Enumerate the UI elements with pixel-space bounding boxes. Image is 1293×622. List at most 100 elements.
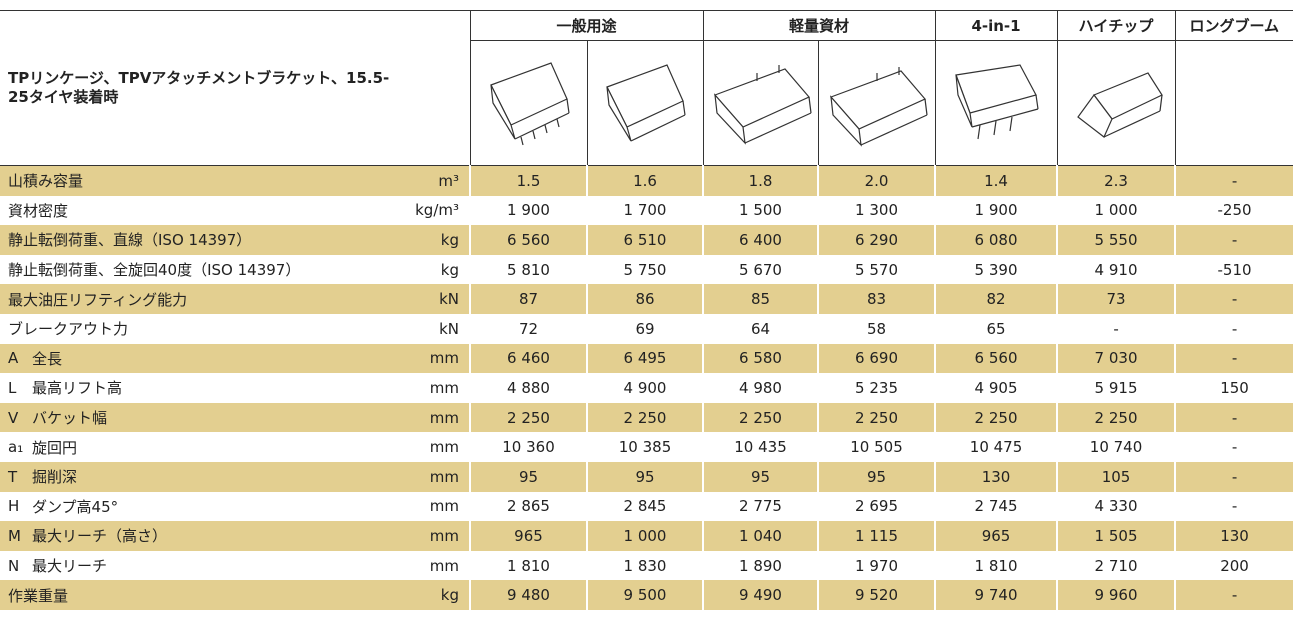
row-unit: mm [429,556,459,575]
bucket-tooth [1009,116,1013,132]
value-cell: 6 495 [585,343,704,374]
value-cell: 73 [1056,284,1176,314]
row-unit: kg/m³ [415,201,459,220]
value-cell: 2 250 [702,402,819,433]
bucket-image [489,62,570,146]
value-cell: 1 000 [585,521,704,551]
value-cell: 2 250 [934,402,1058,433]
value-cell: 5 390 [934,254,1058,285]
value-cell: 1 300 [817,195,936,226]
value-cell: 82 [934,284,1058,314]
value-cell: 2.3 [1056,165,1176,196]
row-unit: mm [429,497,459,516]
value-cell: 2.0 [817,165,936,196]
value-cell: 6 560 [934,343,1058,374]
data-row: H ダンプ高45° mm 2 865 2 845 2 775 2 695 2 745 4 330… [0,491,1293,522]
value-cell: 72 [469,313,587,344]
value-cell: 150 [1174,373,1293,403]
value-cell: 95 [469,461,587,492]
data-row: 最大油圧リフティング能力 kN 87 86 85 83 82 73- [0,284,1293,314]
data-row: N 最大リーチ mm 1 810 1 830 1 890 1 970 1 810 2 710 20… [0,550,1293,581]
value-cell: 4 330 [1056,491,1176,522]
value-cell: 130 [934,461,1058,492]
row-code: T [0,461,32,492]
value-cell: 4 900 [585,373,704,403]
value-cell: 5 670 [702,254,819,285]
value-cell: 5 810 [469,254,587,285]
group-header: 4-in-1 [934,10,1058,41]
value-cell: 1 900 [934,195,1058,226]
row-unit: mm [390,521,470,551]
spec-table: TPリンケージ、TPVアタッチメントブラケット、15.5-25タイヤ装着時 一般… [0,10,1293,610]
value-cell: 87 [469,284,587,314]
bucket-edge [923,98,928,116]
row-label: 全長 [32,343,390,374]
value-cell: 5 750 [585,254,704,285]
value-cell: 9 490 [702,580,819,610]
value-cell: 965 [469,521,587,551]
value-cell: 58 [817,313,936,344]
value-cell: 2 845 [585,491,704,522]
bucket-image [955,64,1039,140]
value-cell: 1 115 [817,521,936,551]
image-cell [934,40,1058,166]
row-label: 資材密度 [8,201,69,220]
image-cell [702,40,819,166]
value-cell: 1.8 [702,165,819,196]
value-cell: 5 550 [1056,225,1176,255]
bucket-tooth [543,124,548,134]
bucket-image [606,64,686,142]
value-cell: 95 [817,461,936,492]
row-code: M [0,521,32,551]
row-label: 静止転倒荷重、全旋回40度（ISO 14397） [8,261,301,280]
row-code: H [8,497,20,516]
value-cell: 9 500 [585,580,704,610]
value-cell: 2 695 [817,491,936,522]
data-row: 静止転倒荷重、全旋回40度（ISO 14397） kg 5 810 5 750 5 67… [0,254,1293,285]
row-unit: mm [390,402,470,433]
value-cell: 86 [585,284,704,314]
value-cell: 1 000 [1056,195,1176,226]
value-cell: 10 385 [585,432,704,462]
bucket-edge [1035,94,1039,110]
value-cell: 6 560 [469,225,587,255]
value-cell: 1 500 [702,195,819,226]
value-cell: 5 915 [1056,373,1176,403]
value-cell: - [1174,343,1293,374]
value-cell: 2 745 [934,491,1058,522]
value-cell: 1 810 [934,550,1058,581]
value-cell: 10 505 [817,432,936,462]
image-cell [469,40,587,166]
bucket-edge [971,108,1039,128]
value-cell: 10 435 [702,432,819,462]
value-cell: 2 865 [469,491,587,522]
bucket-edge [565,98,570,114]
row-label: 最大リーチ [32,557,108,576]
value-cell: - [1174,491,1293,522]
value-cell: 64 [702,313,819,344]
row-code: A [0,343,32,374]
value-cell: 6 290 [817,225,936,255]
table-head: TPリンケージ、TPVアタッチメントブラケット、15.5-25タイヤ装着時 一般… [0,10,1293,166]
value-cell: 9 960 [1056,580,1176,610]
value-cell: 1 900 [469,195,587,226]
data-row: 作業重量 kg 9 480 9 500 9 490 9 520 9 740 9 960- [0,580,1293,610]
value-cell: - [1174,165,1293,196]
value-cell: 1 040 [702,521,819,551]
data-row: T 掘削深 mm 95 95 95 95 130 105- [0,461,1293,492]
row-unit: kg [440,260,459,279]
value-cell: 1 890 [702,550,819,581]
data-row: A 全長 mm 6 460 6 495 6 580 6 690 6 560 7 030- [0,343,1293,374]
bucket-image [829,67,928,147]
row-unit: m³ [390,165,470,196]
value-cell: - [1174,284,1293,314]
value-cell: 95 [585,461,704,492]
value-cell: 130 [1174,521,1293,551]
bucket-edge [744,112,811,144]
bucket-image [713,65,812,145]
value-cell: 1.5 [469,165,587,196]
value-cell: 4 905 [934,373,1058,403]
value-cell: 9 520 [817,580,936,610]
value-cell: - [1174,580,1293,610]
data-row: M 最大リーチ（高さ） mm 965 1 000 1 040 1 115 965 1 505 13… [0,521,1293,551]
